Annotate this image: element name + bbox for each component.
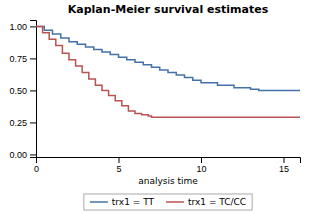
tick: 0.75 xyxy=(9,54,36,64)
tick-mark xyxy=(284,157,285,163)
tick: 0.50 xyxy=(9,86,36,96)
legend-item: trx1 = TT xyxy=(90,197,155,207)
x-axis-label: analysis time xyxy=(138,176,198,186)
legend-label: trx1 = TT xyxy=(112,197,155,207)
tick-label: 0 xyxy=(34,164,39,174)
tick-label: 0.25 xyxy=(9,118,27,128)
tick-mark xyxy=(30,58,36,59)
legend-swatch xyxy=(90,201,108,203)
tick: 0.25 xyxy=(9,118,36,128)
legend-label: trx1 = TC/CC xyxy=(188,197,246,207)
title: Kaplan-Meier survival estimates xyxy=(68,3,269,16)
legend-item: trx1 = TC/CC xyxy=(166,197,246,207)
tick-mark xyxy=(30,154,36,155)
tick: 10 xyxy=(196,157,206,174)
legend-swatch xyxy=(166,201,184,203)
y-axis: 0.00 0.25 0.50 0.75 1.00 xyxy=(9,21,36,160)
tick: 1.00 xyxy=(9,22,36,32)
axis-line xyxy=(37,158,301,164)
chart: 0 5 10 15 0.00 0.25 0.50 0.75 1.00 analysis time K… xyxy=(0,0,312,213)
tick-label: 10 xyxy=(196,164,206,174)
tick-mark xyxy=(30,122,36,123)
legend: trx1 = TT trx1 = TC/CC xyxy=(84,194,252,210)
series-group xyxy=(36,26,300,117)
tick-label: 15 xyxy=(279,164,289,174)
tick-mark xyxy=(30,26,36,27)
tick: 5 xyxy=(116,157,121,174)
plot: 0 5 10 15 0.00 0.25 0.50 0.75 1.00 analysis time xyxy=(9,21,300,187)
tick-label: 0.75 xyxy=(9,54,27,64)
line xyxy=(36,26,300,90)
line xyxy=(36,26,300,117)
tick: 15 xyxy=(279,157,289,174)
tick-mark xyxy=(201,157,202,163)
tick: 0.00 xyxy=(9,150,36,160)
axis-line xyxy=(30,21,37,158)
legend-frame xyxy=(84,194,252,210)
tick-mark xyxy=(119,157,120,163)
tick-mark xyxy=(30,90,36,91)
tick: 0 xyxy=(34,157,39,174)
tick-label: 5 xyxy=(116,164,121,174)
tick-label: 0.00 xyxy=(9,150,27,160)
tick-label: 0.50 xyxy=(9,86,27,96)
tick-label: 1.00 xyxy=(9,22,27,32)
x-axis: 0 5 10 15 xyxy=(34,157,301,174)
